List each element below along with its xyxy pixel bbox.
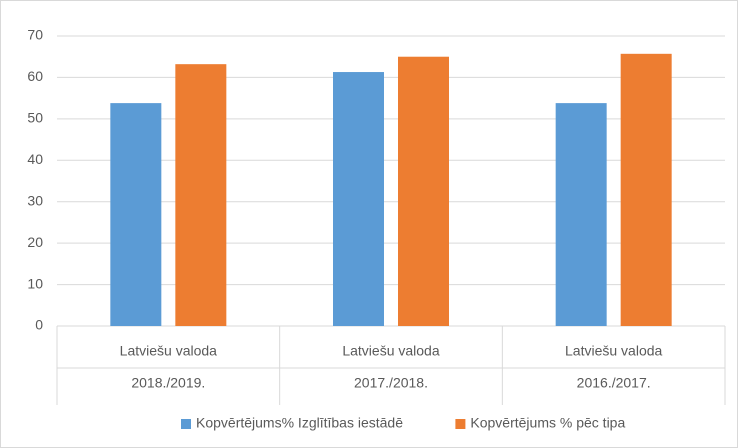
y-tick-label: 20 [27, 234, 43, 250]
x-tick-label: 2016./2017. [577, 375, 651, 391]
y-tick-label: 60 [27, 68, 43, 84]
y-tick-label: 50 [27, 110, 43, 126]
x-tick-label: Latviešu valoda [120, 343, 218, 359]
y-tick-label: 10 [27, 275, 43, 291]
x-tick-label: 2017./2018. [354, 375, 428, 391]
bar [555, 103, 607, 326]
y-tick-label: 0 [35, 317, 43, 333]
x-tick-label: 2018./2019. [131, 375, 205, 391]
bar [398, 56, 449, 326]
legend-swatch [455, 419, 466, 429]
bar [333, 72, 384, 327]
y-tick-label: 30 [27, 192, 43, 208]
bar [175, 64, 227, 327]
x-tick-label: Latviešu valoda [342, 343, 440, 359]
x-tick-label: Latviešu valoda [565, 343, 663, 359]
legend-label: Kopvērtējums% Izglītības iestādē [196, 415, 403, 431]
legend-label: Kopvērtējums % pēc tipa [470, 415, 625, 431]
legend-swatch [181, 419, 191, 429]
bar [110, 103, 162, 326]
bar [620, 53, 672, 327]
y-tick-label: 70 [27, 27, 43, 43]
y-tick-label: 40 [27, 151, 43, 167]
